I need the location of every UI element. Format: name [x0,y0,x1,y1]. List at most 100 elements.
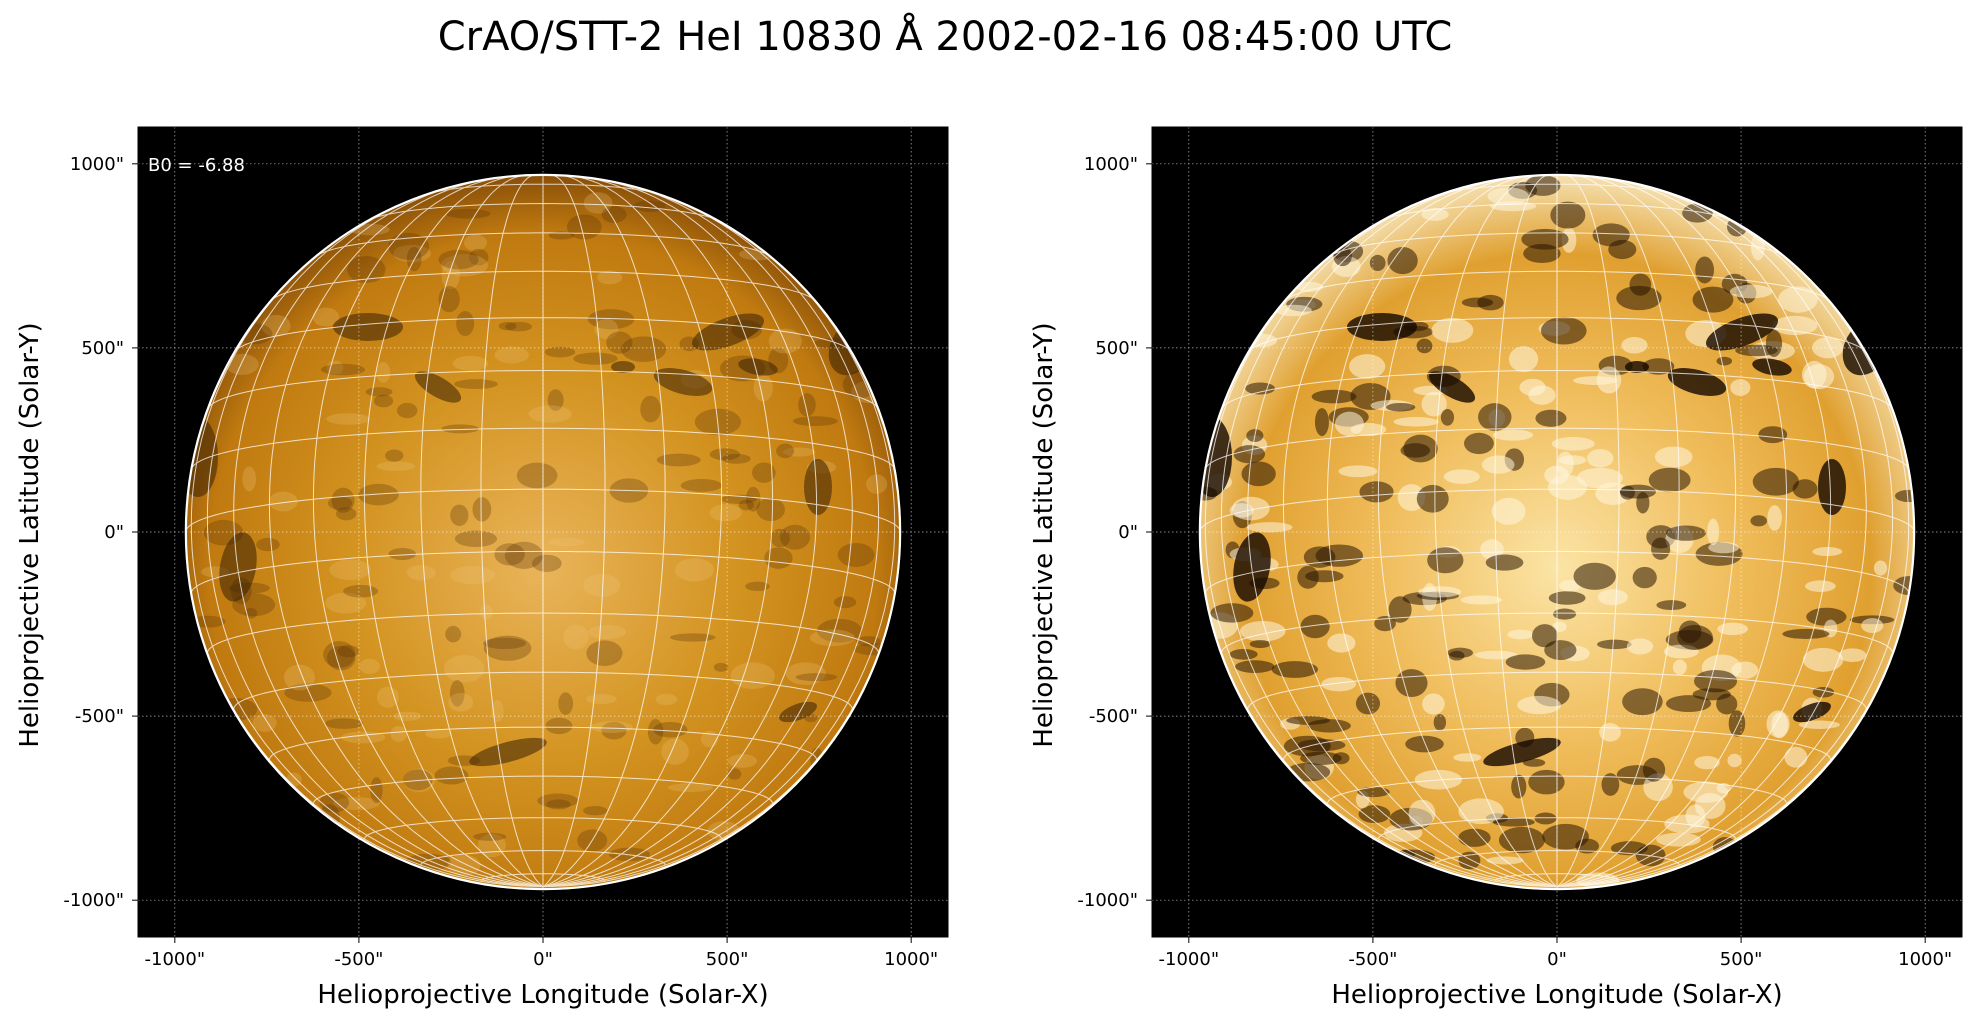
longitude-line [233,182,544,888]
bright-patch [329,559,371,581]
bright-patch [1421,391,1447,417]
longitude-line [542,176,774,888]
dark-patch [1416,338,1433,354]
dark-patch [1355,692,1381,715]
bright-patch [1784,746,1808,768]
longitude-line [1556,182,1867,888]
dark-patch [745,486,761,512]
dark-patch [586,640,623,667]
dark-patch [1522,758,1546,767]
longitude-line [312,176,544,888]
longitude-line [542,174,606,887]
dark-patch [779,524,811,550]
dark-patch [1642,757,1666,782]
dark-patch [1552,608,1577,620]
longitude-line [363,175,544,888]
dark-patch [546,799,571,810]
dark-patch [1249,640,1271,649]
solar-limb [1198,173,1916,891]
dark-patch [1716,693,1738,715]
dark-patch [1678,620,1702,644]
bright-patch [480,604,494,620]
dark-patch [1782,628,1830,639]
longitude-line [542,174,666,888]
bright-patch [1708,541,1740,554]
b0-annotation: B0 = -6.88 [148,155,245,176]
bright-patch [406,564,436,581]
dark-patch [1528,769,1565,795]
bright-patch [1443,469,1480,484]
bright-patch [1812,337,1844,359]
dark-patch [498,321,517,331]
x-tick-label: 1000" [1898,949,1952,970]
bright-patch [325,592,367,614]
longitude-line [1377,175,1558,888]
bright-patch [727,754,758,768]
dark-patch [441,424,480,434]
longitude-line [542,193,880,888]
longitude-line [542,179,818,888]
dark-patch [606,331,633,354]
bright-patch [268,491,298,512]
dark-patch [516,462,558,489]
y-tick-label: 1000" [70,154,124,175]
dark-patch [1400,443,1431,458]
bright-patch [1873,560,1888,576]
bright-patch [1321,676,1357,692]
longitude-line [1434,174,1558,888]
dark-patch [1544,640,1577,660]
solar-disk-plot-right: -1000" -500" 0" 500" 1000" 1000" 500" 0" -500" -1… [1077,126,1963,970]
bright-patch [1861,618,1884,634]
bright-patch [448,692,474,712]
dark-patch [1235,660,1275,673]
dark-patch [1629,273,1652,296]
dark-patch [445,625,462,643]
dark-patch [770,528,790,548]
dark-patch [1359,481,1394,503]
bright-patch [359,658,380,674]
bright-patch [1453,753,1482,762]
bright-patch [312,307,340,327]
longitude-line [1204,240,1558,888]
dark-patch [434,766,469,785]
dark-patch [396,402,418,419]
dark-patch [482,637,527,650]
y-tick-label: -500" [1089,706,1138,727]
dark-patch [817,618,862,643]
dark-patch [537,793,579,808]
longitude-line [480,174,544,887]
bright-patch [594,318,619,340]
bright-patch [585,693,617,705]
dark-patch [438,249,479,270]
bright-patch [1595,482,1631,506]
bright-patch [1559,579,1581,592]
coordinate-grid [138,127,948,937]
filament [611,361,635,373]
longitude-line [1247,182,1558,888]
bright-patch [376,362,391,383]
bright-patch [667,783,714,792]
dark-patch [795,673,838,682]
bright-patch [1517,695,1562,715]
y-tick-label: -1000" [63,890,124,911]
bright-patch [1778,286,1818,313]
filament [779,701,817,723]
dark-patch [1485,554,1524,571]
dark-patch [472,497,492,522]
bright-patch [588,624,627,640]
x-tick-label: -1000" [1159,949,1220,970]
longitude-line [542,175,723,888]
dark-patch [1388,596,1412,623]
bright-patch [225,353,259,375]
dark-patch [1245,382,1276,395]
bright-patch [1327,633,1356,653]
bright-patch [1597,589,1628,606]
bright-patch [1621,337,1648,354]
dark-patch [647,718,664,745]
bright-patch [441,261,460,290]
dark-patch [504,541,544,569]
dark-patch [370,777,383,804]
filament [1483,737,1561,767]
dark-patch [1332,752,1350,765]
bright-patch [782,447,816,457]
